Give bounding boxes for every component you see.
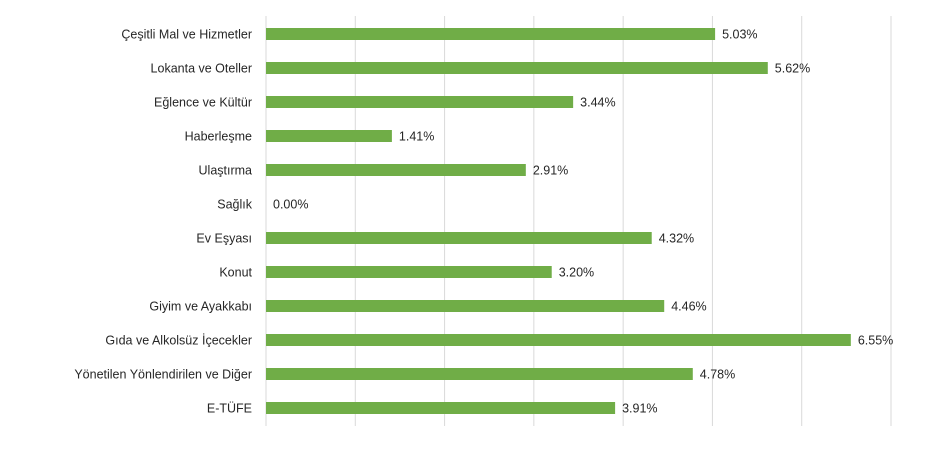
value-label: 3.44%: [580, 96, 615, 110]
category-label: Eğlence ve Kültür: [154, 96, 252, 110]
value-label: 0.00%: [273, 198, 308, 212]
category-labels: Çeşitli Mal ve Hizmetler Lokanta ve Otell…: [74, 28, 252, 416]
category-label: Sağlık: [217, 198, 252, 212]
value-label: 3.20%: [559, 266, 594, 280]
category-label: E-TÜFE: [207, 402, 252, 416]
bar-konut: [266, 266, 552, 278]
bars: [266, 28, 851, 414]
bar-haberle-me: [266, 130, 392, 142]
value-label: 4.46%: [671, 300, 706, 314]
value-label: 5.62%: [775, 62, 810, 76]
category-label: Haberleşme: [185, 130, 252, 144]
bar-e-t-fe: [266, 402, 616, 414]
category-label: Ulaştırma: [199, 164, 253, 178]
category-label: Giyim ve Ayakkabı: [149, 300, 252, 314]
value-labels: 5.03% 5.62% 3.44% 1.41% 2.91% 0.00% 4.32% 3.20%…: [273, 28, 893, 416]
bar-ev-e-yas: [266, 232, 652, 244]
value-label: 4.32%: [659, 232, 694, 246]
value-label: 6.55%: [858, 334, 893, 348]
value-label: 3.91%: [622, 402, 657, 416]
grid-lines: [265, 16, 892, 426]
category-label: Ev Eşyası: [196, 232, 252, 246]
category-label: Çeşitli Mal ve Hizmetler: [121, 28, 252, 42]
bar-e-itli-mal-ve-hizmetler: [266, 28, 716, 40]
bar-giyim-ve-ayakkab: [266, 300, 665, 312]
bar-lokanta-ve-oteller: [266, 62, 768, 74]
bar-e-lence-ve-k-lt-r: [266, 96, 574, 108]
bar-ula-t-rma: [266, 164, 526, 176]
bar-g-da-ve-alkols-z-i-ecekler: [266, 334, 851, 346]
category-label: Konut: [219, 266, 252, 280]
bar-y-netilen-y-nlendirilen-ve-di-er: [266, 368, 693, 380]
category-label: Gıda ve Alkolsüz İçecekler: [105, 334, 252, 348]
category-label: Yönetilen Yönlendirilen ve Diğer: [74, 368, 252, 382]
value-label: 1.41%: [399, 130, 434, 144]
value-label: 4.78%: [700, 368, 735, 382]
value-label: 5.03%: [722, 28, 757, 42]
category-label: Lokanta ve Oteller: [151, 62, 252, 76]
value-label: 2.91%: [533, 164, 568, 178]
